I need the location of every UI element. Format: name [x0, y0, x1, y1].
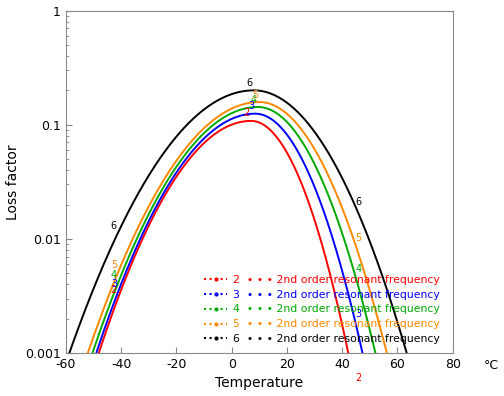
Text: 3: 3	[248, 101, 254, 111]
Text: °C: °C	[483, 359, 498, 371]
Text: 6: 6	[246, 78, 253, 88]
Text: 4: 4	[111, 270, 117, 280]
Text: 4: 4	[250, 95, 257, 105]
Y-axis label: Loss factor: Loss factor	[6, 144, 20, 220]
Text: 6: 6	[111, 221, 117, 231]
Text: 5: 5	[355, 233, 362, 243]
Text: 2: 2	[355, 373, 362, 383]
Text: 3: 3	[111, 279, 117, 289]
Text: 6: 6	[355, 196, 361, 206]
Text: 3: 3	[355, 308, 361, 319]
Legend: 2  • • • 2nd order resonant frequency, 3  • • • 2nd order resonant frequency, 4 : 2 • • • 2nd order resonant frequency, 3 …	[204, 275, 439, 344]
Text: 5: 5	[252, 89, 258, 100]
Text: 4: 4	[355, 264, 361, 274]
Text: 2: 2	[111, 285, 117, 295]
Text: 5: 5	[111, 260, 117, 270]
Text: 2: 2	[244, 109, 250, 118]
X-axis label: Temperature: Temperature	[215, 377, 303, 390]
